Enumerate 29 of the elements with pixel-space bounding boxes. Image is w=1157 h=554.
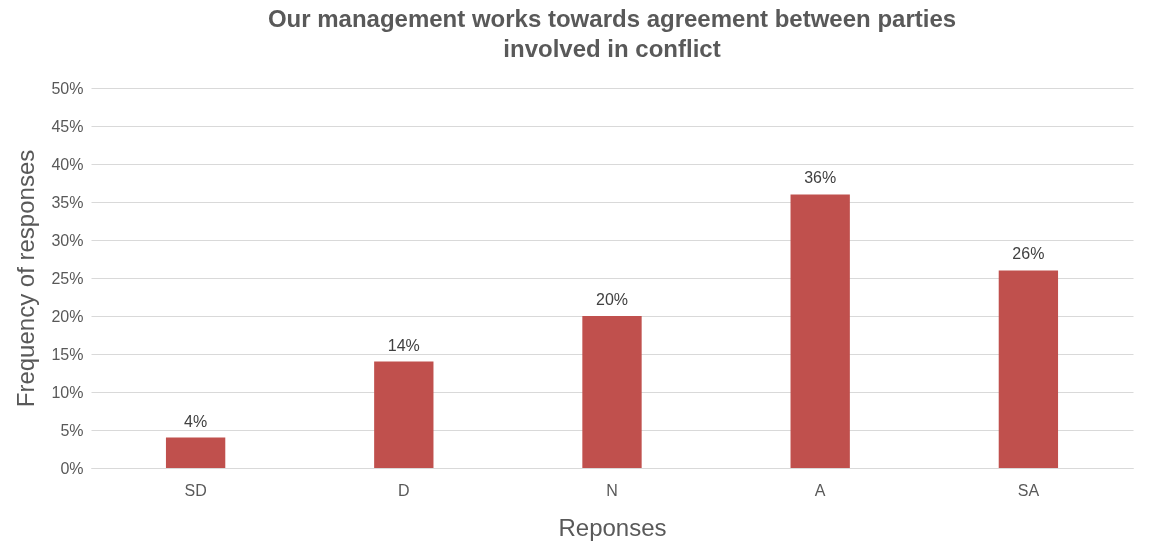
y-tick-label: 15%	[51, 345, 84, 363]
data-label: 36%	[804, 169, 837, 187]
x-axis-title: Reponses	[558, 513, 667, 541]
chart-title: Our management works towards agreement between parties involved in conflict	[267, 5, 957, 62]
data-label: 20%	[595, 291, 629, 308]
bar	[582, 316, 642, 468]
x-tick-label: N	[606, 481, 618, 499]
x-tick-label: SD	[184, 481, 207, 499]
x-tick-label: A	[814, 481, 826, 499]
bar	[374, 361, 434, 468]
bar	[165, 437, 226, 468]
y-tick-label: 5%	[60, 421, 84, 439]
y-tick-label: 10%	[51, 383, 84, 401]
y-tick-label: 25%	[51, 269, 84, 287]
x-tick-label: D	[398, 481, 410, 499]
bar	[790, 194, 850, 468]
y-tick-label: 50%	[51, 79, 84, 97]
y-tick-label: 30%	[51, 231, 84, 249]
y-tick-label: 35%	[51, 193, 84, 211]
y-tick-label: 20%	[51, 307, 84, 325]
data-label: 4%	[184, 412, 208, 430]
data-label: 26%	[1012, 245, 1045, 263]
x-tick-label: SA	[1017, 481, 1040, 499]
y-tick-label: 0%	[60, 459, 84, 477]
y-tick-label: 45%	[51, 117, 84, 135]
data-label: 14%	[387, 336, 420, 354]
y-tick-label: 40%	[51, 155, 84, 173]
y-axis-title: Frequency of responses	[12, 149, 40, 408]
bar	[998, 270, 1059, 468]
